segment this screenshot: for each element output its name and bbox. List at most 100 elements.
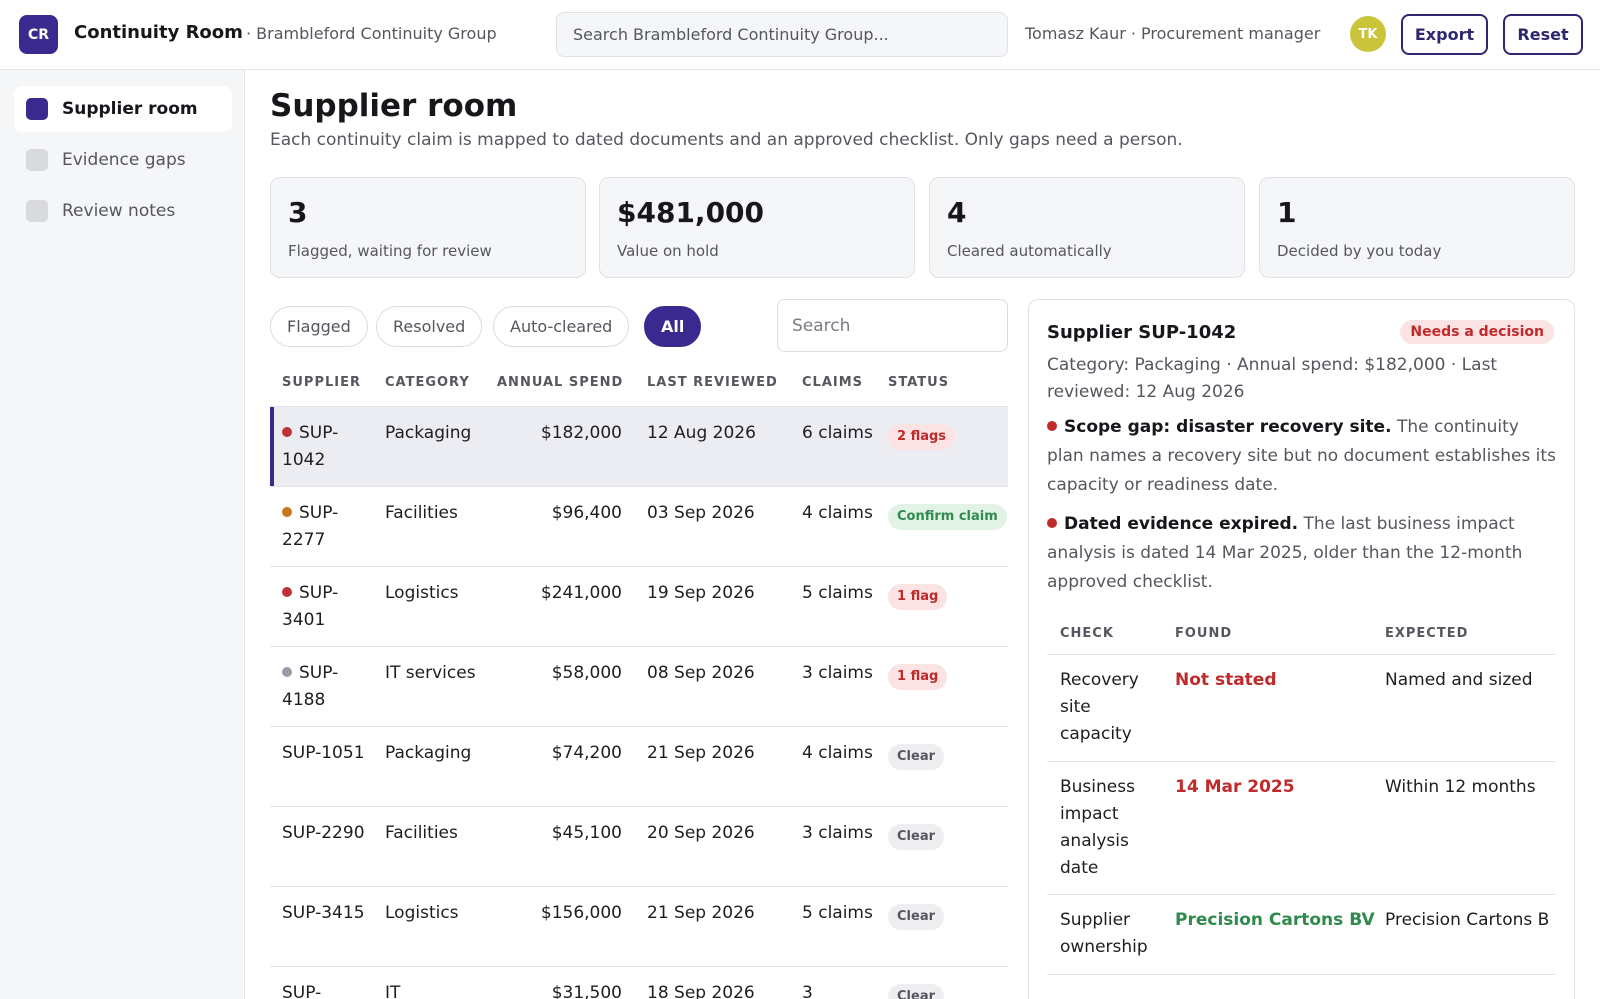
detail-meta: Category: Packaging · Annual spend: $182…	[1047, 355, 1498, 402]
supplier-id: SUP-1042	[282, 423, 339, 470]
supplier-id: SUP-3401	[282, 583, 339, 630]
status-badge: Clear	[888, 744, 944, 770]
cell-supplier: SUP-3415	[282, 900, 374, 927]
finding-text: The last business impact analysis is dat…	[1047, 514, 1523, 592]
sidebar-item-supplier-room[interactable]: Supplier room	[14, 86, 232, 132]
check-expected: Named and sized	[1385, 670, 1533, 690]
column-header-expected: EXPECTED	[1385, 626, 1469, 641]
export-button[interactable]: Export	[1401, 14, 1488, 55]
cell-status: 1 flag	[888, 582, 948, 610]
sidebar-item-evidence-gaps[interactable]: Evidence gaps	[14, 137, 232, 183]
cell-last-reviewed: 20 Sep 2026	[647, 823, 755, 843]
filter-chip-auto-cleared[interactable]: Auto-cleared	[493, 306, 630, 347]
status-dot-icon	[282, 667, 292, 677]
stat-label: Value on hold	[617, 242, 719, 260]
cell-claims: 3 claims	[802, 663, 873, 683]
supplier-id: SUP-4188	[282, 663, 339, 710]
status-dot-icon	[282, 427, 292, 437]
cell-annual-spend: $156,000	[540, 903, 622, 923]
stat-card-decided: 1 Decided by you today	[1259, 177, 1575, 278]
cell-annual-spend: $241,000	[540, 583, 622, 603]
cell-supplier: SUP-2277	[282, 500, 374, 554]
status-badge: Clear	[888, 904, 944, 930]
cell-last-reviewed: 08 Sep 2026	[647, 663, 755, 683]
cell-last-reviewed: 12 Aug 2026	[647, 423, 756, 443]
cell-last-reviewed: 18 Sep 2026	[647, 983, 755, 999]
red-dot-icon	[1047, 421, 1057, 431]
stat-label: Flagged, waiting for review	[288, 242, 492, 260]
check-name: Business impact analysis date	[1060, 777, 1135, 878]
sidebar-item-review-notes[interactable]: Review notes	[14, 188, 232, 234]
column-header-status[interactable]: STATUS	[888, 375, 950, 390]
filter-chip-resolved[interactable]: Resolved	[376, 306, 483, 347]
supplier-table: SUPPLIER CATEGORY ANNUAL SPEND LAST REVI…	[270, 363, 1008, 999]
check-row: Supplier ownership Precision Cartons BV …	[1047, 895, 1556, 975]
finding-item: Scope gap: disaster recovery site. The c…	[1047, 413, 1559, 500]
check-expected: Precision Cartons B	[1385, 910, 1550, 930]
global-search-input[interactable]	[556, 12, 1008, 57]
table-row[interactable]: SUP-4188 IT services $58,000 08 Sep 2026 3 c…	[270, 647, 1008, 727]
check-found: Not stated	[1175, 670, 1277, 690]
stat-card-cleared: 4 Cleared automatically	[929, 177, 1245, 278]
cell-status: Clear	[888, 902, 944, 930]
table-row[interactable]: SUP-1051 Packaging $74,200 21 Sep 2026 4 cla…	[270, 727, 1008, 807]
column-header-last-reviewed[interactable]: LAST REVIEWED	[647, 375, 778, 390]
cell-category: IT services	[385, 663, 476, 683]
stat-value: 3	[288, 196, 308, 229]
status-badge: Needs a decision	[1400, 320, 1554, 344]
supplier-id: SUP-2277	[282, 503, 339, 550]
reset-button[interactable]: Reset	[1503, 14, 1583, 55]
check-table: CHECK FOUND EXPECTED Recovery site capac…	[1047, 612, 1556, 975]
status-badge: Confirm claim	[888, 504, 1007, 530]
table-search-input[interactable]	[777, 299, 1008, 352]
check-row: Business impact analysis date 14 Mar 202…	[1047, 762, 1556, 895]
table-row[interactable]: SUP- IT $31,500 18 Sep 2026 3 Clear	[270, 967, 1008, 999]
cell-last-reviewed: 21 Sep 2026	[647, 903, 755, 923]
table-body: SUP-1042 Packaging $182,000 12 Aug 2026 6 cl…	[270, 407, 1008, 999]
table-row[interactable]: SUP-2277 Facilities $96,400 03 Sep 2026 4 cl…	[270, 487, 1008, 567]
filter-chip-flagged[interactable]: Flagged	[270, 306, 368, 347]
cell-claims: 3	[802, 983, 813, 999]
column-header-claims[interactable]: CLAIMS	[802, 375, 864, 390]
avatar[interactable]: TK	[1350, 16, 1386, 52]
cell-category: Facilities	[385, 503, 458, 523]
cell-supplier: SUP-1042	[282, 420, 374, 474]
user-label: Tomasz Kaur · Procurement manager	[1025, 24, 1321, 43]
column-header-check: CHECK	[1060, 626, 1114, 641]
table-row[interactable]: SUP-2290 Facilities $45,100 20 Sep 2026 3 cl…	[270, 807, 1008, 887]
stat-label: Decided by you today	[1277, 242, 1442, 260]
org-name: · Brambleford Continuity Group	[246, 24, 497, 43]
column-header-annual-spend[interactable]: ANNUAL SPEND	[497, 375, 624, 390]
cell-claims: 4 claims	[802, 503, 873, 523]
status-dot-icon	[282, 587, 292, 597]
filter-chip-all[interactable]: All	[644, 306, 702, 347]
cell-annual-spend: $74,200	[551, 743, 622, 763]
status-badge: 1 flag	[888, 584, 948, 610]
cell-status: Clear	[888, 742, 944, 770]
stat-label: Cleared automatically	[947, 242, 1112, 260]
cell-last-reviewed: 03 Sep 2026	[647, 503, 755, 523]
nav-square-icon	[26, 98, 48, 120]
column-header-category[interactable]: CATEGORY	[385, 375, 470, 390]
supplier-id: SUP-1051	[282, 743, 365, 763]
status-dot-icon	[282, 507, 292, 517]
stat-card-flagged: 3 Flagged, waiting for review	[270, 177, 586, 278]
column-header-supplier[interactable]: SUPPLIER	[282, 375, 361, 390]
sidebar-item-label: Evidence gaps	[62, 150, 186, 170]
column-header-found: FOUND	[1175, 626, 1233, 641]
cell-annual-spend: $58,000	[551, 663, 622, 683]
table-row[interactable]: SUP-1042 Packaging $182,000 12 Aug 2026 6 cl…	[270, 407, 1008, 487]
check-expected: Within 12 months	[1385, 777, 1536, 797]
supplier-id: SUP-	[282, 983, 322, 999]
table-row[interactable]: SUP-3415 Logistics $156,000 21 Sep 2026 5 cl…	[270, 887, 1008, 967]
table-row[interactable]: SUP-3401 Logistics $241,000 19 Sep 2026 5 cl…	[270, 567, 1008, 647]
stat-value: $481,000	[617, 196, 765, 229]
finding-title: Scope gap: disaster recovery site.	[1064, 417, 1392, 437]
status-badge: 2 flags	[888, 424, 956, 450]
cell-status: Clear	[888, 822, 944, 850]
cell-supplier: SUP-2290	[282, 820, 374, 847]
check-found: 14 Mar 2025	[1175, 777, 1295, 797]
cell-claims: 4 claims	[802, 743, 873, 763]
finding-item: Dated evidence expired. The last busines…	[1047, 510, 1559, 597]
stat-card-value-on-hold: $481,000 Value on hold	[599, 177, 915, 278]
